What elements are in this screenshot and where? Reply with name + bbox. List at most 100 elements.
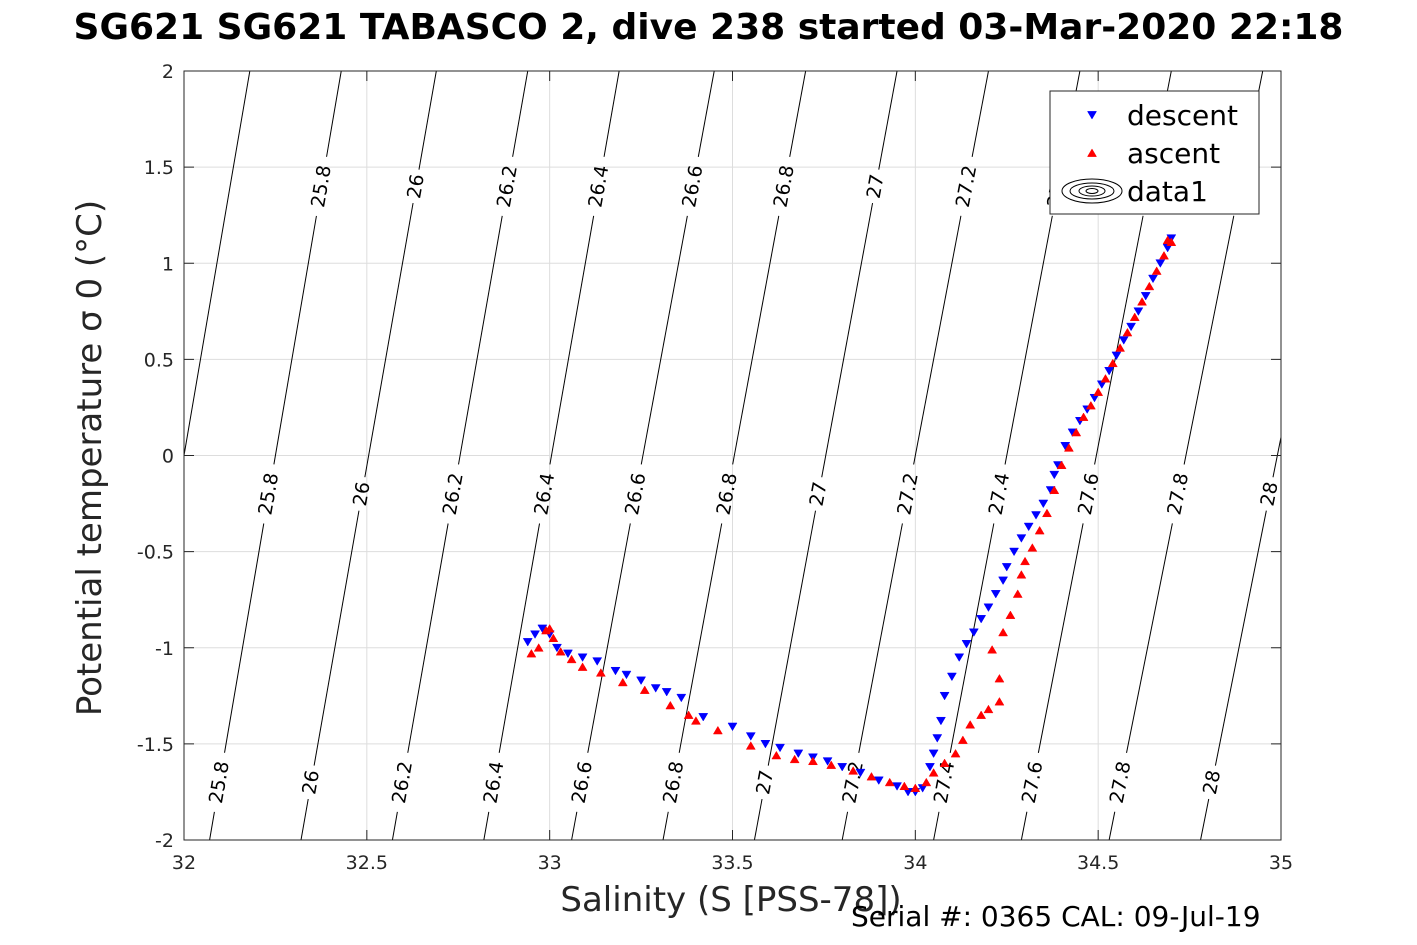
contour-line (498, 523, 541, 753)
contour-line (483, 811, 490, 840)
legend-contour-icon (1061, 178, 1123, 204)
ascent-point (910, 783, 921, 792)
ascent-point (1159, 251, 1169, 260)
plot-title: SG621 SG621 TABASCO 2, dive 238 started … (73, 7, 1344, 48)
ascent-point (1027, 543, 1038, 552)
contour-line (789, 71, 807, 157)
descent-point (998, 576, 1009, 586)
x-tick-label: 32.5 (346, 852, 388, 874)
contour-line (407, 523, 449, 753)
ascent-point (548, 633, 559, 642)
legend: descent ascent data1 (1049, 90, 1260, 215)
contour-line (313, 510, 360, 766)
descent-point (522, 638, 533, 647)
x-axis-label: Salinity (S [PSS-78]) (560, 880, 902, 920)
descent-point (961, 640, 972, 649)
contour-label: 27 (863, 172, 889, 200)
contour-line (209, 811, 215, 840)
ascent-point (665, 700, 676, 710)
contour-label: 28 (1318, 172, 1344, 200)
ascent-point (745, 741, 756, 750)
y-tick-label: 0 (162, 446, 174, 468)
ascent-point (1016, 570, 1027, 579)
y-tick-label: 0.5 (144, 349, 174, 371)
y-tick-label: 2 (162, 61, 174, 83)
descent-point (968, 628, 979, 637)
descent-point (636, 676, 647, 685)
legend-box (1049, 90, 1260, 215)
ascent-point (1100, 374, 1111, 383)
ascent-point (1063, 443, 1074, 452)
contour-label: 28 (1199, 768, 1225, 796)
contour-line (1004, 215, 1053, 465)
x-tick-label: 35 (1269, 852, 1293, 874)
calibration-footnote: Serial #: 0365 CAL: 09-Jul-19 (851, 900, 1261, 933)
contour-label: 26 (298, 769, 324, 797)
x-ticks: 32 32.5 33 33.5 34 34.5 35 (172, 71, 1293, 874)
contour-line (1200, 798, 1210, 840)
contour-line (767, 510, 817, 766)
ascent-point (994, 673, 1005, 683)
x-tick-label: 34.5 (1077, 852, 1119, 874)
contour-label: 27 (806, 480, 832, 508)
descent-point (760, 740, 771, 749)
ascent-point (789, 754, 800, 764)
y-tick-label: -1 (155, 638, 174, 660)
contour-label: 27 (752, 768, 778, 796)
ascent-point (544, 623, 555, 633)
contour-line (273, 215, 317, 465)
data-points (522, 234, 1177, 797)
contour-line (662, 811, 669, 840)
legend-ascent-marker (1087, 148, 1097, 157)
ascent-point (566, 654, 577, 664)
contour-line (1126, 523, 1173, 754)
descent-point (928, 749, 939, 759)
descent-point (932, 734, 943, 743)
descent-point (698, 713, 709, 722)
ascent-point (884, 777, 895, 787)
ascent-point (1085, 400, 1096, 410)
descent-point (976, 615, 987, 624)
ascent-point (690, 716, 701, 725)
ascent-point (526, 648, 537, 658)
ascent-point (1129, 312, 1140, 321)
descent-point (1148, 274, 1158, 284)
contour-line (512, 71, 529, 157)
contour-line (878, 71, 898, 170)
descent-point (1009, 547, 1020, 557)
descent-point (990, 590, 1001, 599)
ascent-point (983, 704, 994, 714)
ascent-point (639, 685, 650, 694)
contour-line (1183, 215, 1235, 465)
ascent-point (1005, 610, 1016, 619)
contour-line (640, 215, 688, 465)
descent-point (530, 630, 540, 639)
descent-point (661, 688, 672, 697)
contour-line (858, 523, 903, 753)
ascent-point (921, 777, 932, 787)
descent-point (610, 666, 621, 676)
descent-point (592, 657, 603, 666)
descent-point (855, 768, 866, 778)
descent-point (1038, 499, 1049, 509)
ascent-point (771, 750, 782, 760)
ascent-point (1042, 508, 1052, 518)
descent-point (822, 757, 833, 766)
contour-line (224, 523, 265, 753)
legend-descent-marker (1087, 111, 1097, 120)
ascent-point (998, 627, 1009, 637)
x-tick-label: 32 (172, 852, 196, 874)
contour-line (364, 203, 414, 478)
contour-line (1037, 523, 1084, 753)
descent-point (1111, 351, 1122, 361)
ascent-point (1122, 327, 1133, 337)
descent-point (1104, 367, 1115, 376)
contour-line (841, 811, 849, 840)
descent-point (1140, 292, 1151, 301)
ascent-point (826, 760, 837, 769)
contour-line (732, 215, 780, 465)
ascent-point (957, 735, 968, 744)
y-tick-label: 1.5 (144, 157, 174, 179)
